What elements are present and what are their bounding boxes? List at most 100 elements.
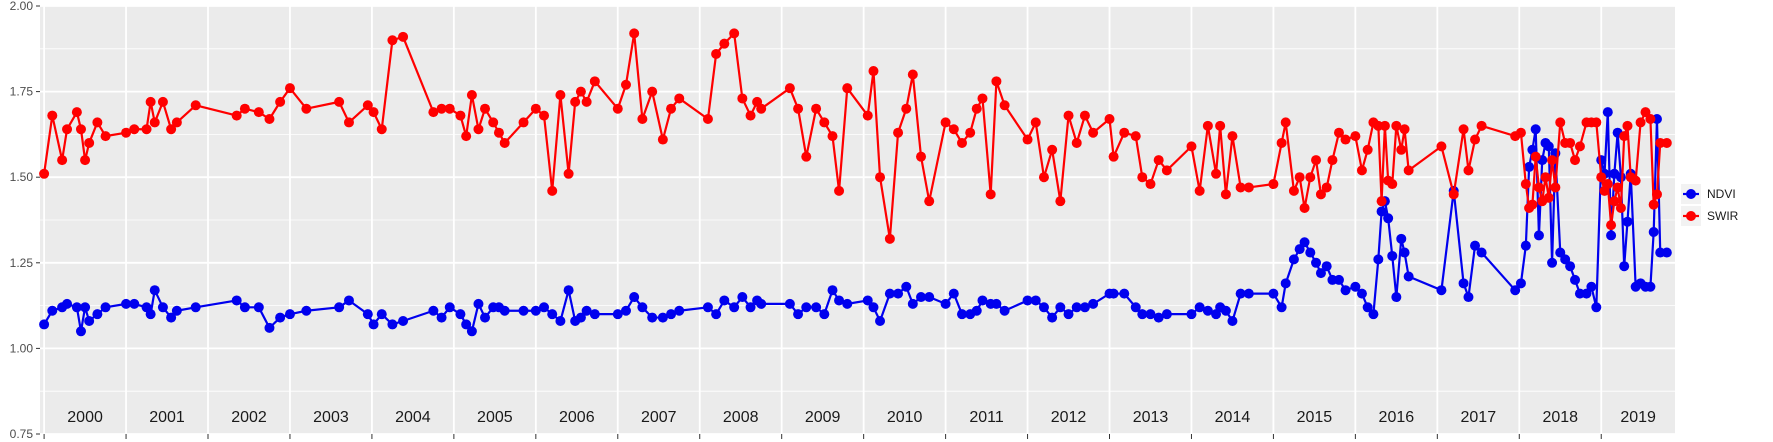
swir-point	[1543, 192, 1554, 203]
ndvi-point	[1194, 302, 1205, 313]
swir-point	[1047, 144, 1058, 155]
swir-point	[784, 83, 795, 94]
ndvi-point	[711, 309, 722, 320]
swir-point	[1591, 117, 1602, 128]
ndvi-point	[1458, 278, 1469, 289]
swir-point	[884, 233, 895, 244]
ndvi-point	[907, 298, 918, 309]
ndvi-point	[1161, 309, 1172, 320]
ndvi-point	[398, 316, 409, 327]
year-label: 2002	[231, 409, 267, 426]
ndvi-point	[868, 302, 879, 313]
swir-point	[1596, 172, 1607, 183]
year-label: 2000	[67, 409, 103, 426]
swir-point	[907, 69, 918, 80]
swir-point	[1079, 110, 1090, 121]
ndvi-point	[1079, 302, 1090, 313]
ndvi-point	[1547, 257, 1558, 268]
ndvi-point	[1648, 226, 1659, 237]
swir-point	[674, 93, 685, 104]
swir-point	[999, 100, 1010, 111]
ndvi-point	[1533, 230, 1544, 241]
swir-point	[428, 107, 439, 118]
swir-point	[629, 28, 640, 39]
ndvi-point	[480, 312, 491, 323]
ndvi-point	[1202, 305, 1213, 316]
legend: NDVI SWIR	[1681, 184, 1739, 226]
swir-point	[819, 117, 830, 128]
swir-point	[711, 48, 722, 59]
swir-point	[729, 28, 740, 39]
swir-point	[575, 86, 586, 97]
swir-point	[1527, 199, 1538, 210]
swir-point	[948, 124, 959, 135]
ndvi-point	[1476, 247, 1487, 258]
y-tick-label: 1.25	[10, 256, 34, 270]
swir-point	[92, 117, 103, 128]
ndvi-point	[473, 298, 484, 309]
ndvi-point	[1399, 247, 1410, 258]
ndvi-point	[284, 309, 295, 320]
ndvi-point	[1622, 216, 1633, 227]
swir-point	[71, 107, 82, 118]
swir-point	[1215, 120, 1226, 131]
ndvi-point	[387, 319, 398, 330]
swir-point	[100, 131, 111, 142]
ndvi-point	[1543, 141, 1554, 152]
ndvi-point	[71, 302, 82, 313]
swir-point	[129, 124, 140, 135]
swir-point	[1333, 127, 1344, 138]
swir-point	[666, 103, 677, 114]
swir-point	[1622, 120, 1633, 131]
ndvi-point	[1565, 261, 1576, 272]
swir-point	[1108, 151, 1119, 162]
swir-point	[1635, 117, 1646, 128]
swir-point	[719, 38, 730, 49]
swir-point	[1063, 110, 1074, 121]
swir-point	[157, 96, 168, 107]
swir-point	[637, 113, 648, 124]
ndvi-point	[674, 305, 685, 316]
swir-point	[1321, 182, 1332, 193]
year-labels: 2000 2001 2002 2003 2004 2005 2006 2007 2008 2009…	[67, 409, 1656, 426]
ndvi-point	[1350, 281, 1361, 292]
ndvi-point	[1530, 124, 1541, 135]
year-label: 2007	[641, 409, 677, 426]
swir-point	[1294, 172, 1305, 183]
ndvi-point	[1396, 233, 1407, 244]
swir-point	[190, 100, 201, 111]
ndvi-point	[811, 302, 822, 313]
swir-point	[1362, 144, 1373, 155]
ndvi-point	[1586, 281, 1597, 292]
ndvi-point	[1119, 288, 1130, 299]
swir-point	[745, 110, 756, 121]
swir-point	[1645, 113, 1656, 124]
swir-point	[1030, 117, 1041, 128]
ndvi-point	[620, 305, 631, 316]
ndvi-point	[637, 302, 648, 313]
ndvi-point	[362, 309, 373, 320]
ndvi-point	[1645, 281, 1656, 292]
ndvi-point	[1321, 261, 1332, 272]
ndvi-point	[1022, 295, 1033, 306]
swir-point	[1463, 165, 1474, 176]
swir-point	[1540, 172, 1551, 183]
swir-point	[368, 107, 379, 118]
ndvi-point	[436, 312, 447, 323]
swir-point	[971, 103, 982, 114]
ndvi-point	[301, 305, 312, 316]
swir-point	[1379, 120, 1390, 131]
ndvi-point	[1280, 278, 1291, 289]
swir-point	[1661, 137, 1672, 148]
swir-point	[171, 117, 182, 128]
swir-point	[1356, 165, 1367, 176]
ndvi-point	[702, 302, 713, 313]
ndvi-point	[376, 309, 387, 320]
ndvi-point	[1220, 305, 1231, 316]
year-label: 2012	[1051, 409, 1087, 426]
ndvi-point	[563, 285, 574, 296]
swir-point	[84, 137, 95, 148]
swir-point	[1327, 155, 1338, 166]
year-label: 2005	[477, 409, 513, 426]
swir-point	[647, 86, 658, 97]
